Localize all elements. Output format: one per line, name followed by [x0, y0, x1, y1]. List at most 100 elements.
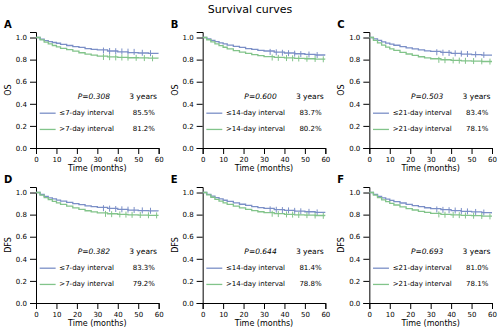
- x-tick-label: 10: [219, 156, 228, 164]
- survival-curve: [36, 38, 159, 59]
- y-tick-label: 1.0: [16, 34, 27, 42]
- x-tick-label: 30: [427, 311, 436, 319]
- legend-label: >7-day interval: [59, 125, 114, 133]
- y-axis-line: [197, 188, 204, 304]
- x-axis-line: [203, 149, 326, 155]
- y-tick-label: 1.0: [349, 189, 360, 197]
- y-axis: 0.00.20.40.60.81.0: [183, 188, 204, 308]
- x-tick: 50: [468, 303, 477, 319]
- y-axis-title: DFS: [171, 237, 180, 253]
- censor-tick: [134, 207, 135, 213]
- y-tick: 1.0: [16, 189, 36, 197]
- censor-tick: [292, 212, 293, 218]
- legend: ≤21-day interval83.4%>21-day interval78.…: [373, 109, 489, 133]
- y-tick-label: 0.8: [16, 211, 27, 219]
- y-tick-label: 0.0: [349, 300, 360, 308]
- x-tick-mark: [451, 303, 452, 309]
- x-tick-mark: [390, 148, 391, 154]
- x-tick: 20: [240, 303, 249, 319]
- y-tick-label: 0.4: [16, 101, 28, 109]
- y-axis-title: OS: [171, 84, 180, 95]
- x-tick: 20: [406, 148, 415, 164]
- x-tick: 60: [488, 303, 497, 319]
- y-axis: 0.00.20.40.60.81.0: [349, 33, 370, 153]
- plot-area: [369, 193, 492, 220]
- x-tick-label: 40: [447, 311, 456, 319]
- censor-tick: [109, 54, 110, 60]
- censor-tick: [436, 206, 437, 212]
- censor-tick: [300, 208, 301, 214]
- censor-tick: [282, 207, 283, 213]
- x-tick-mark: [284, 303, 285, 309]
- p-value: P=0.308: [78, 92, 111, 101]
- x-tick-mark: [138, 148, 139, 154]
- x-axis-line: [370, 149, 493, 155]
- x-axis-title: Time (months): [400, 164, 460, 173]
- y-tick-label: 0.2: [349, 123, 360, 131]
- censor-tick: [142, 50, 143, 56]
- censor-tick: [308, 209, 309, 215]
- censor-tick: [103, 205, 104, 211]
- x-tick-label: 30: [93, 311, 102, 319]
- y-tick: 0.6: [349, 233, 369, 241]
- x-tick-mark: [431, 148, 432, 154]
- x-tick: 10: [52, 303, 61, 319]
- y-tick-label: 0.8: [349, 211, 360, 219]
- legend: ≤21-day interval81.0%>21-day interval78.…: [373, 264, 489, 288]
- y-tick-label: 0.0: [16, 145, 27, 153]
- x-tick-label: 60: [321, 156, 330, 164]
- summary-value: 80.2%: [299, 125, 322, 133]
- y-tick-mark: [30, 237, 36, 238]
- censor-tick: [453, 212, 454, 218]
- y-tick-mark: [30, 60, 36, 61]
- x-tick: 10: [386, 303, 395, 319]
- x-tick-mark: [305, 303, 306, 309]
- censor-tick: [286, 55, 287, 61]
- plot-area: [36, 193, 159, 219]
- y-axis-line: [30, 33, 37, 149]
- x-tick-label: 40: [280, 156, 289, 164]
- censor-tick: [473, 58, 474, 64]
- panel-label: F: [337, 174, 344, 185]
- panel-label: C: [337, 19, 344, 30]
- censor-tick: [109, 48, 110, 54]
- x-tick-mark: [118, 303, 119, 309]
- censor-tick: [142, 207, 143, 213]
- y-tick-mark: [363, 259, 369, 260]
- x-tick-label: 60: [321, 311, 330, 319]
- x-tick-label: 10: [386, 311, 395, 319]
- y-tick-mark: [197, 259, 203, 260]
- x-tick-label: 60: [488, 156, 497, 164]
- x-axis: 0102030405060: [34, 303, 163, 319]
- y-axis-title: DFS: [4, 237, 13, 253]
- legend-swatch: [206, 268, 222, 269]
- legend: ≤14-day interval83.7%>14-day interval80.…: [206, 109, 322, 133]
- y-tick: 0.8: [16, 56, 36, 64]
- legend-label: ≤21-day interval: [393, 109, 452, 117]
- y-tick: 0.0: [183, 300, 203, 308]
- x-tick-label: 50: [468, 311, 477, 319]
- x-tick-label: 0: [368, 156, 372, 164]
- x-tick-label: 60: [488, 311, 497, 319]
- legend-swatch: [40, 129, 56, 130]
- x-tick: 20: [73, 303, 82, 319]
- censor-tick: [140, 212, 141, 218]
- p-value: P=0.693: [411, 247, 444, 256]
- x-tick-label: 50: [301, 156, 310, 164]
- censor-tick: [455, 208, 456, 214]
- y-tick: 1.0: [183, 34, 203, 42]
- panel: 01020304050600.00.20.40.60.81.0Time (mon…: [171, 174, 331, 328]
- y-tick: 0.6: [183, 78, 203, 86]
- y-tick-label: 0.8: [183, 211, 194, 219]
- survival-curve: [203, 38, 326, 56]
- x-tick-mark: [305, 148, 306, 154]
- legend-label: ≤7-day interval: [59, 264, 114, 272]
- annotation: 3 years: [463, 92, 491, 101]
- y-axis-title: DFS: [337, 237, 346, 253]
- x-tick: 40: [114, 148, 123, 164]
- x-tick-label: 60: [155, 311, 164, 319]
- x-tick-label: 0: [201, 311, 205, 319]
- panel: 01020304050600.00.20.40.60.81.0Time (mon…: [337, 19, 497, 173]
- x-axis-line: [203, 304, 326, 310]
- y-tick: 0.2: [16, 278, 36, 286]
